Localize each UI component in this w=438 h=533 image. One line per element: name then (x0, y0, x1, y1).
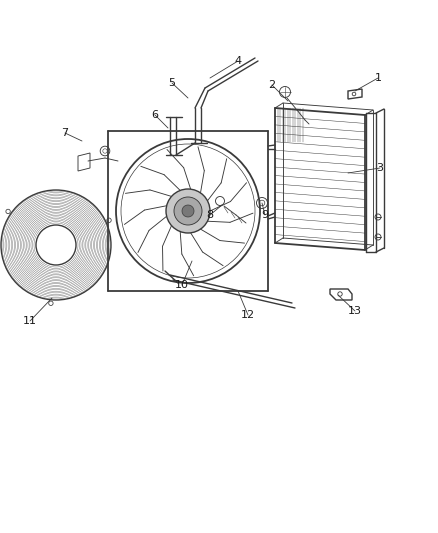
Text: 2: 2 (268, 80, 276, 90)
Text: 1: 1 (374, 73, 381, 83)
Text: 5: 5 (169, 78, 176, 88)
Circle shape (182, 205, 194, 217)
Text: 8: 8 (206, 210, 214, 220)
Circle shape (174, 197, 202, 225)
Text: 4: 4 (234, 56, 242, 66)
Text: 6: 6 (152, 110, 159, 120)
Text: 3: 3 (377, 163, 384, 173)
Text: 11: 11 (23, 316, 37, 326)
Circle shape (166, 189, 210, 233)
Text: 13: 13 (348, 306, 362, 316)
Text: 9: 9 (261, 210, 268, 220)
Text: 12: 12 (241, 310, 255, 320)
Text: 7: 7 (61, 128, 69, 138)
Text: 10: 10 (175, 280, 189, 290)
